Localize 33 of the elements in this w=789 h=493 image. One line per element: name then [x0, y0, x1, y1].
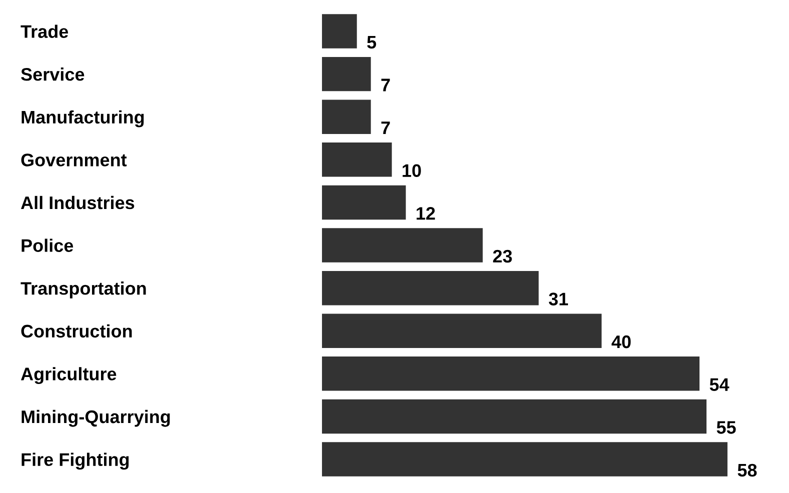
- bar: [322, 314, 602, 348]
- data-label: 5: [367, 36, 376, 49]
- y-tick-label: All Industries: [20, 196, 134, 210]
- y-tick-label: Construction: [21, 324, 132, 338]
- bar: [322, 14, 357, 48]
- data-label: 10: [402, 164, 421, 178]
- bar: [322, 56, 371, 92]
- bar: [322, 399, 706, 434]
- y-tick-label: Government: [21, 154, 127, 166]
- bar: [322, 185, 406, 220]
- data-label: 31: [548, 292, 568, 306]
- data-label: 54: [710, 378, 730, 392]
- data-label: 7: [381, 122, 390, 134]
- bar: [322, 442, 728, 476]
- y-tick-label: Police: [22, 238, 74, 252]
- y-tick-label: Trade: [20, 24, 68, 38]
- data-label: 7: [381, 78, 390, 92]
- y-tick-label: Agriculture: [20, 367, 116, 384]
- bar: [322, 228, 483, 262]
- data-label: 23: [493, 250, 512, 263]
- data-label: 12: [416, 207, 435, 220]
- y-tick-label: Service: [21, 68, 84, 81]
- y-tick-label: Fire Fighting: [22, 452, 129, 470]
- bar: [322, 100, 371, 134]
- data-label: 55: [716, 421, 736, 434]
- bar: [322, 142, 392, 177]
- data-label: 40: [612, 335, 631, 348]
- bar: [322, 356, 700, 391]
- bar: [322, 270, 539, 306]
- y-tick-label: Transportation: [20, 282, 146, 298]
- y-tick-label: Mining-Quarrying: [22, 410, 170, 427]
- data-label: 58: [738, 464, 757, 477]
- y-tick-label: Manufacturing: [22, 110, 144, 128]
